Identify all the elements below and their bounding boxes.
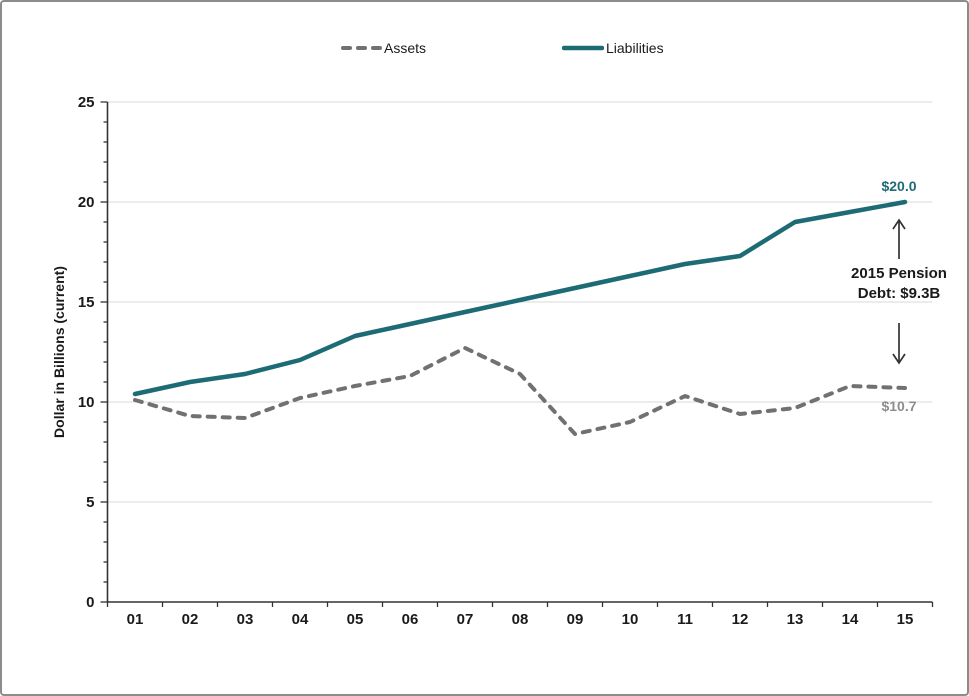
- y-tick-label: 10: [78, 394, 95, 411]
- x-tick-label: 06: [402, 611, 419, 628]
- liabilities-solid-line-icon: [562, 45, 604, 51]
- assets-end-value-label: $10.7: [881, 398, 917, 414]
- x-tick-label: 15: [897, 611, 914, 628]
- pension-debt-line1: 2015 Pension: [851, 265, 947, 282]
- x-tick-label: 12: [732, 611, 749, 628]
- x-tick-label: 01: [127, 611, 144, 628]
- x-tick-label: 08: [512, 611, 529, 628]
- legend: Assets Liabilities: [2, 38, 967, 58]
- x-tick-label: 10: [622, 611, 639, 628]
- legend-item-liabilities: Liabilities: [562, 38, 664, 58]
- x-tick-label: 03: [237, 611, 254, 628]
- series-line-liabilities: [132, 199, 908, 397]
- legend-label-assets: Assets: [384, 40, 427, 56]
- x-tick-label: 02: [182, 611, 199, 628]
- x-tick-label: 09: [567, 611, 584, 628]
- x-tick-label: 05: [347, 611, 364, 628]
- y-tick-label: 5: [86, 494, 94, 511]
- y-tick-label: 25: [78, 94, 95, 111]
- legend-item-assets: Assets: [340, 38, 426, 58]
- pension-debt-line2: Debt: $9.3B: [857, 285, 941, 302]
- y-tick-label: 0: [86, 594, 94, 611]
- assets-dashed-line-icon: [341, 46, 382, 50]
- y-tick-label: 20: [78, 194, 95, 211]
- y-tick-label: 15: [78, 294, 95, 311]
- x-tick-label: 13: [787, 611, 804, 628]
- pension-debt-annotation: 2015 Pension Debt: $9.3B: [819, 264, 967, 304]
- down-arrow-icon: [892, 323, 906, 365]
- liabilities-end-value-label: $20.0: [881, 178, 917, 194]
- series-line-assets: [133, 346, 907, 436]
- x-tick-label: 11: [677, 611, 693, 628]
- x-tick-label: 04: [292, 611, 309, 628]
- up-arrow-icon: [892, 218, 906, 259]
- x-tick-label: 14: [842, 611, 859, 628]
- x-tick-label: 07: [457, 611, 474, 628]
- legend-label-liabilities: Liabilities: [606, 40, 664, 56]
